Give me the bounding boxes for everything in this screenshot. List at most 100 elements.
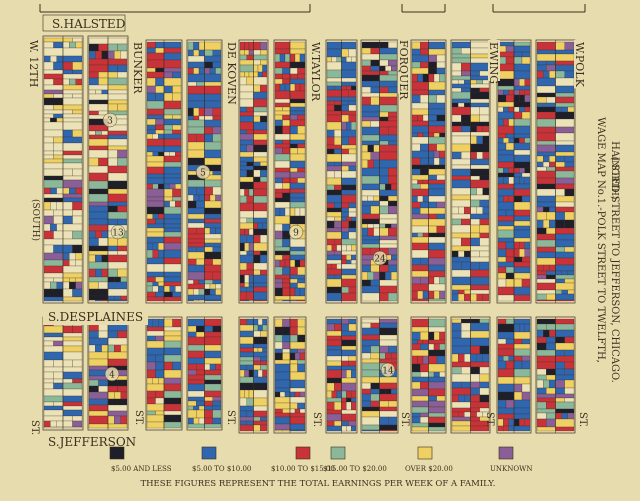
building-lot [411, 174, 429, 181]
building-lot [257, 64, 263, 73]
building-lot [253, 336, 268, 345]
building-lot [294, 287, 301, 297]
building-lot [155, 410, 165, 416]
building-lot [282, 182, 291, 190]
building-lot [294, 207, 301, 217]
building-lot [299, 83, 306, 92]
building-lot [361, 410, 380, 418]
building-lot [513, 172, 523, 178]
building-lot [411, 343, 421, 351]
building-lot [43, 215, 54, 225]
building-lot [451, 250, 459, 258]
building-lot [326, 89, 342, 98]
building-lot [120, 50, 128, 60]
building-lot [411, 195, 418, 203]
building-lot [428, 232, 446, 238]
building-lot [117, 205, 128, 213]
building-lot [428, 339, 446, 345]
building-lot [107, 299, 128, 302]
building-lot [326, 207, 342, 213]
building-lot [163, 71, 173, 79]
building-lot [43, 388, 64, 397]
city-block [145, 39, 183, 304]
building-lot [361, 334, 380, 341]
building-lot [75, 41, 83, 49]
building-lot [146, 67, 156, 73]
building-lot [555, 206, 575, 213]
building-lot [163, 263, 182, 273]
building-lot [326, 56, 332, 63]
building-lot [146, 218, 156, 225]
building-lot [204, 119, 222, 128]
building-lot [246, 318, 254, 326]
building-lot [385, 65, 392, 72]
building-lot [326, 48, 342, 58]
building-lot [513, 137, 520, 144]
building-lot [107, 99, 128, 105]
building-lot [253, 416, 261, 422]
building-lot [53, 359, 64, 368]
building-lot [341, 194, 357, 204]
building-lot [341, 170, 357, 179]
building-lot [379, 345, 389, 354]
building-lot [158, 213, 165, 220]
building-lot [361, 151, 371, 161]
building-lot [555, 118, 575, 128]
building-lot [248, 41, 254, 51]
building-lot [50, 117, 57, 123]
building-lot [555, 418, 575, 428]
building-lot [62, 84, 83, 91]
building-lot [428, 67, 437, 75]
building-lot [536, 342, 547, 351]
building-lot [326, 382, 335, 392]
building-lot [436, 67, 446, 75]
building-lot [536, 92, 556, 98]
building-lot [274, 110, 291, 116]
building-lot [470, 62, 490, 72]
building-lot [260, 84, 268, 93]
building-lot [464, 293, 471, 302]
building-lot [107, 385, 118, 393]
building-lot [62, 244, 73, 254]
building-lot [146, 223, 165, 229]
building-lot [564, 278, 575, 284]
building-lot [370, 86, 380, 94]
building-lot [379, 86, 389, 94]
building-lot [428, 94, 437, 104]
building-lot [212, 107, 222, 117]
building-lot [193, 107, 200, 117]
building-lot [411, 164, 429, 170]
building-lot [274, 153, 291, 162]
building-lot [212, 325, 222, 333]
building-lot [212, 170, 222, 176]
building-lot [555, 374, 575, 381]
building-lot [146, 231, 165, 238]
building-lot [212, 133, 222, 143]
building-lot [428, 41, 446, 50]
building-lot [62, 238, 83, 246]
building-lot [282, 73, 291, 80]
building-lot [297, 318, 306, 328]
building-lot [341, 263, 357, 270]
building-lot [334, 129, 342, 138]
building-lot [152, 281, 159, 287]
building-lot [428, 249, 446, 259]
building-lot [564, 397, 575, 403]
building-lot [88, 299, 96, 302]
building-lot [53, 154, 64, 160]
building-lot [341, 153, 357, 163]
building-lot [62, 187, 70, 195]
building-lot [299, 53, 306, 63]
building-lot [187, 207, 205, 215]
building-lot [379, 388, 386, 395]
building-lot [479, 199, 490, 208]
building-lot [62, 366, 83, 373]
building-lot [289, 423, 306, 431]
legend-label: UNKNOWN [490, 465, 532, 473]
building-lot [428, 114, 437, 122]
building-lot [163, 335, 182, 342]
building-lot [555, 349, 565, 357]
building-lot [239, 336, 254, 345]
building-lot [543, 329, 550, 338]
